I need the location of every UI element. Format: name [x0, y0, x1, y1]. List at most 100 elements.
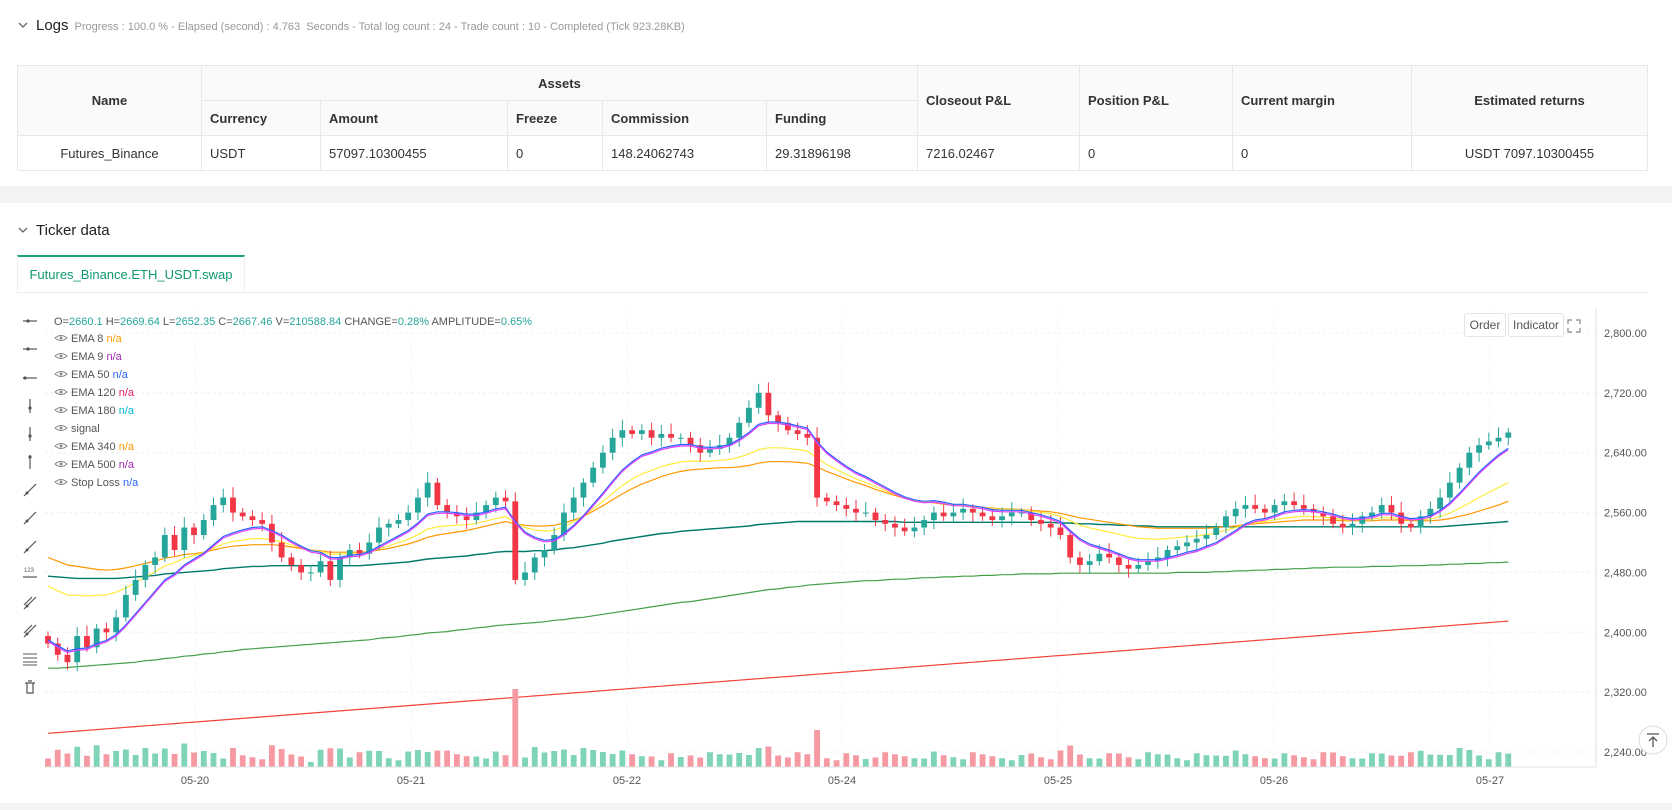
horizontal-segment-icon[interactable]	[23, 376, 37, 380]
candle-body	[950, 512, 957, 517]
legend-item[interactable]: EMA 8 n/a	[54, 333, 123, 345]
candle-body	[278, 542, 285, 558]
candle-body	[1242, 505, 1249, 509]
candle-body	[872, 512, 879, 521]
volume-bar	[1339, 756, 1346, 767]
legend-value: n/a	[119, 459, 135, 471]
candle-body	[376, 527, 382, 543]
candle-body	[483, 505, 489, 513]
candle-body	[862, 512, 869, 514]
volume-bar	[1310, 759, 1317, 767]
col-commission: Commission	[602, 100, 767, 136]
horizontal-line-icon[interactable]	[23, 347, 37, 351]
vertical-ray-icon[interactable]	[28, 427, 32, 441]
fullscreen-icon[interactable]	[1567, 319, 1581, 333]
order-button[interactable]: Order	[1464, 313, 1506, 337]
tool-dot	[25, 491, 29, 495]
horizontal-ray-icon[interactable]	[23, 319, 37, 323]
indicator-button[interactable]: Indicator	[1508, 313, 1564, 337]
candle-body	[337, 557, 343, 580]
cell-currency: USDT	[201, 135, 321, 171]
volume-bar	[1242, 754, 1249, 767]
candle-body	[668, 433, 674, 438]
volume-bar	[1320, 752, 1327, 767]
parallel-channel-icon[interactable]	[23, 596, 37, 610]
col-margin: Current margin	[1232, 65, 1412, 136]
ema-500-series	[48, 561, 1509, 669]
volume-bar	[74, 746, 81, 767]
volume-bar	[1125, 757, 1132, 767]
cell-commission: 148.24062743	[602, 135, 767, 171]
legend-item[interactable]: Stop Loss n/a	[54, 477, 139, 489]
vertical-line-icon[interactable]	[28, 399, 32, 413]
volume-bar	[1417, 750, 1424, 767]
volume-bar	[755, 748, 762, 767]
candle-body	[1407, 523, 1414, 528]
legend-item[interactable]: signal	[54, 423, 100, 435]
volume-bar	[804, 754, 811, 767]
candle-body	[921, 520, 928, 528]
volume-bar	[599, 752, 606, 767]
x-axis: 05-20 05-21 05-22 05-24 05-25 05-26 05-27	[181, 775, 1504, 787]
candle-body	[599, 452, 606, 468]
legend-name: EMA 120	[71, 387, 119, 399]
candle-body	[1359, 516, 1366, 524]
volume-bar	[93, 745, 100, 767]
candle-body	[1388, 505, 1395, 513]
trend-line-icon[interactable]	[23, 483, 37, 497]
volume-bar	[84, 755, 90, 767]
volume-bar	[1106, 753, 1113, 767]
ema-500-line	[48, 561, 1509, 669]
y-tick-label: 2,640.00	[1604, 448, 1647, 460]
legend-value: n/a	[119, 387, 135, 399]
candle-body	[405, 512, 412, 521]
candle-body	[765, 392, 772, 416]
volume-bar	[1086, 758, 1093, 767]
volume-bar	[658, 760, 665, 767]
pitchfork-icon[interactable]	[23, 624, 37, 638]
volume-bar	[1028, 753, 1035, 767]
scroll-to-latest-icon[interactable]	[1638, 725, 1668, 755]
candle-body	[619, 430, 626, 438]
price-range-icon[interactable]: 123	[23, 568, 37, 578]
legend-item[interactable]: EMA 340 n/a	[54, 441, 135, 453]
cell-margin: 0	[1232, 135, 1412, 171]
volume-bar	[872, 757, 879, 767]
eye-icon	[54, 389, 68, 395]
volume-bar	[259, 759, 266, 767]
ticker-header[interactable]: Ticker data	[16, 221, 110, 239]
candle-body	[736, 422, 743, 438]
legend-item[interactable]: EMA 120 n/a	[54, 387, 135, 399]
legend-item[interactable]: EMA 9 n/a	[54, 351, 123, 363]
candle-body	[171, 535, 178, 550]
ray-line-icon[interactable]	[23, 511, 37, 525]
ema-mid-line	[47, 447, 1509, 597]
chevron-down-icon[interactable]	[16, 18, 30, 32]
legend-item[interactable]: EMA 50 n/a	[54, 369, 129, 381]
candle-body	[113, 617, 120, 633]
logs-header[interactable]: Logs Progress : 100.0 % - Elapsed (secon…	[16, 16, 685, 34]
legend-value: n/a	[106, 333, 122, 345]
candle-body	[1232, 508, 1239, 517]
candle-body	[395, 520, 402, 524]
vertical-segment-icon[interactable]	[28, 455, 32, 469]
candle-body	[1281, 501, 1288, 506]
eye-icon	[54, 353, 68, 359]
candle-body	[940, 512, 947, 517]
candle-body	[220, 497, 227, 506]
drawing-toolbar: 123	[23, 319, 37, 694]
volume-bar	[629, 754, 636, 767]
fib-retracement-icon[interactable]	[23, 653, 37, 666]
candle-body	[1291, 501, 1298, 506]
stop-loss-line	[47, 620, 1509, 734]
delete-icon[interactable]	[25, 680, 35, 694]
volume-bar	[122, 749, 129, 767]
legend-item[interactable]: EMA 500 n/a	[54, 459, 135, 471]
cell-returns: USDT 7097.10300455	[1411, 135, 1648, 171]
extended-line-icon[interactable]	[23, 540, 37, 554]
candle-body	[385, 523, 392, 528]
legend-item[interactable]: EMA 180 n/a	[54, 405, 135, 417]
chevron-down-icon[interactable]	[16, 223, 30, 237]
tab-eth-usdt-swap[interactable]: Futures_Binance.ETH_USDT.swap	[17, 255, 245, 292]
